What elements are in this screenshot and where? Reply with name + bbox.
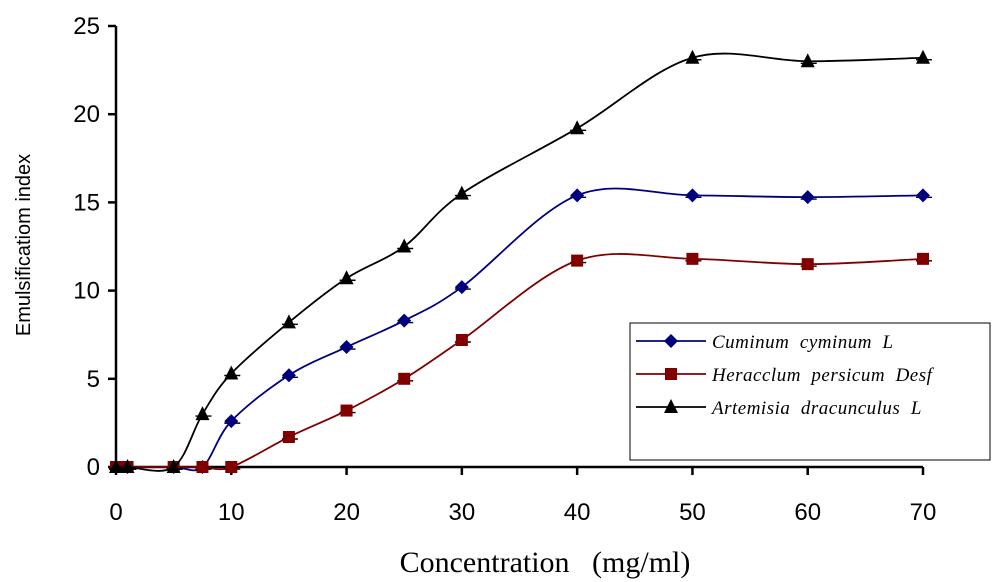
legend: Cuminum cyminum L Heracclum persicum Desf…: [629, 322, 991, 461]
data-point: [397, 313, 412, 328]
data-point: [570, 188, 585, 203]
y-tick-label: 15: [73, 189, 100, 216]
series-line: [115, 187, 924, 472]
y-tick-label: 10: [73, 278, 100, 305]
data-point: [195, 406, 210, 421]
data-point: [282, 431, 295, 444]
data-point: [398, 372, 411, 385]
x-tick-label: 40: [564, 499, 591, 526]
legend-label: Artemisia dracunculus L: [710, 398, 922, 419]
x-axis-title: Concentration (mg/ml): [400, 546, 691, 579]
x-tick-label: 20: [333, 499, 360, 526]
data-point: [455, 333, 468, 346]
data-point: [686, 252, 699, 265]
data-point: [916, 188, 930, 203]
x-tick-label: 50: [679, 499, 706, 526]
data-point: [917, 252, 929, 265]
data-point: [196, 461, 209, 473]
data-point: [685, 49, 700, 64]
legend-frame: [629, 322, 991, 461]
x-tick-label: 30: [449, 499, 476, 526]
x-tick-label: 10: [218, 499, 245, 526]
x-tick-label: 70: [910, 499, 937, 526]
y-tick-label: 5: [87, 366, 100, 393]
data-point: [109, 459, 123, 473]
data-point: [801, 258, 814, 271]
data-point: [454, 280, 469, 295]
series-2: [109, 49, 932, 473]
data-point: [800, 190, 815, 205]
legend-label: Heracclum persicum Desf: [711, 365, 935, 386]
data-point: [685, 188, 700, 203]
y-tick-label: 25: [73, 13, 100, 40]
data-point: [570, 120, 585, 135]
x-tick-label: 0: [109, 499, 122, 526]
series-layer: [109, 49, 932, 474]
legend-label: Cuminum cyminum L: [712, 332, 894, 353]
data-point: [916, 49, 930, 64]
legend-swatch-marker: [664, 334, 678, 348]
data-point: [281, 314, 296, 329]
data-point: [166, 459, 181, 473]
data-point: [120, 459, 135, 473]
data-point: [340, 404, 353, 417]
series-line: [115, 253, 924, 471]
legend-swatch-marker: [664, 399, 678, 413]
y-axis-title: Emulsificatiom index: [13, 154, 35, 336]
data-point: [339, 270, 354, 285]
data-point: [571, 254, 584, 267]
data-point: [281, 368, 296, 383]
y-tick-label: 0: [87, 454, 100, 481]
x-tick-label: 60: [794, 499, 821, 526]
series-line: [115, 52, 924, 472]
data-point: [800, 53, 815, 68]
legend-swatch-marker: [665, 368, 677, 380]
data-point: [339, 340, 354, 355]
data-point: [225, 461, 238, 473]
axes: 0 5 10 15 20 25 0 10 20 30 40 50 60 70: [73, 13, 936, 526]
data-point: [397, 238, 412, 253]
data-point: [224, 414, 239, 429]
y-tick-label: 20: [73, 101, 100, 128]
data-point: [454, 185, 469, 200]
data-point: [224, 365, 239, 380]
